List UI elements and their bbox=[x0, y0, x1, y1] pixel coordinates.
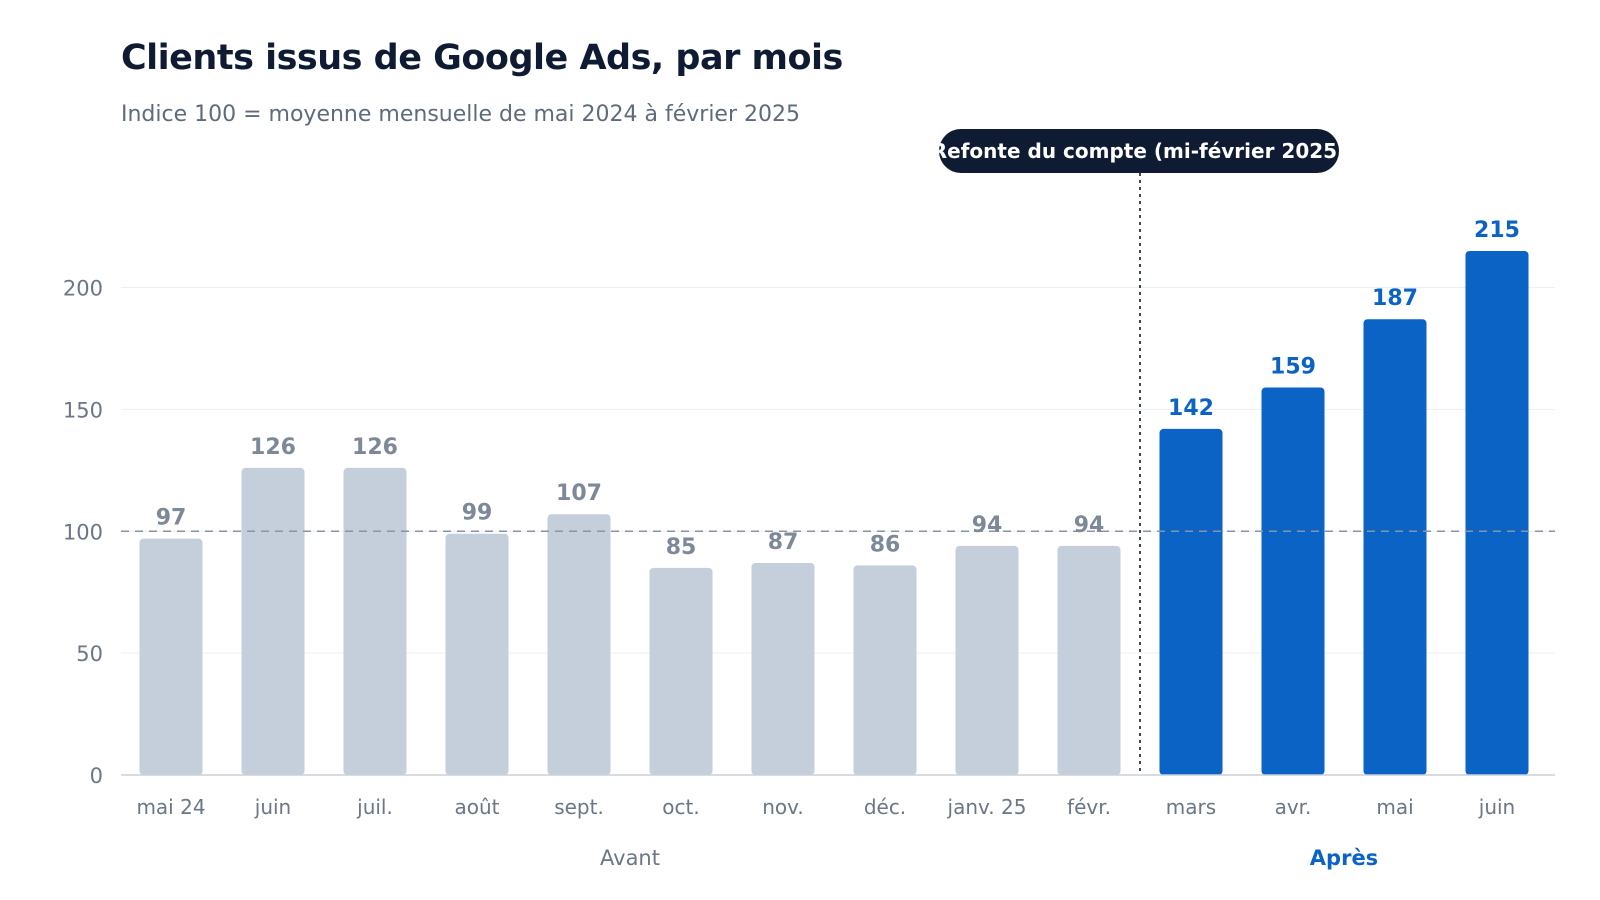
data-label: 126 bbox=[250, 435, 296, 460]
group-label-after: Après bbox=[1310, 846, 1378, 870]
annotation-label: Refonte du compte (mi-février 2025) bbox=[932, 139, 1346, 163]
x-tick-label: mars bbox=[1166, 795, 1216, 819]
annotation-pill bbox=[939, 129, 1339, 173]
data-label: 107 bbox=[556, 481, 602, 506]
x-tick-label: oct. bbox=[662, 795, 699, 819]
bar bbox=[1363, 319, 1427, 775]
y-tick-label: 0 bbox=[90, 764, 103, 788]
data-label: 142 bbox=[1168, 396, 1214, 421]
x-tick-label: juil. bbox=[356, 795, 393, 819]
bar bbox=[1261, 387, 1325, 775]
x-tick-label: janv. 25 bbox=[947, 795, 1027, 819]
data-label: 94 bbox=[1074, 513, 1105, 538]
x-tick-label: nov. bbox=[762, 795, 804, 819]
bar bbox=[751, 562, 815, 775]
data-label: 94 bbox=[972, 513, 1003, 538]
data-label: 99 bbox=[462, 501, 493, 526]
y-tick-label: 50 bbox=[76, 642, 103, 666]
x-tick-label: juin bbox=[254, 795, 291, 819]
y-tick-label: 200 bbox=[63, 277, 103, 301]
y-tick-label: 100 bbox=[63, 520, 103, 544]
data-label: 215 bbox=[1474, 218, 1520, 243]
data-label: 97 bbox=[156, 506, 187, 531]
data-label: 126 bbox=[352, 435, 398, 460]
group-label-before: Avant bbox=[600, 846, 660, 870]
x-tick-label: déc. bbox=[864, 795, 906, 819]
x-tick-label: mai 24 bbox=[136, 795, 205, 819]
bar bbox=[139, 538, 203, 775]
x-tick-label: août bbox=[454, 795, 499, 819]
x-tick-label: févr. bbox=[1067, 795, 1111, 819]
y-tick-label: 150 bbox=[63, 398, 103, 422]
bar bbox=[649, 567, 713, 775]
x-tick-label: mai bbox=[1376, 795, 1413, 819]
x-tick-label: sept. bbox=[554, 795, 604, 819]
chart-subtitle: Indice 100 = moyenne mensuelle de mai 20… bbox=[121, 102, 800, 127]
chart-title: Clients issus de Google Ads, par mois bbox=[121, 38, 843, 78]
bar bbox=[241, 467, 305, 775]
bar bbox=[1057, 545, 1121, 775]
data-label: 86 bbox=[870, 532, 901, 557]
bar bbox=[1465, 251, 1529, 775]
data-label: 159 bbox=[1270, 354, 1316, 379]
bar bbox=[955, 545, 1019, 775]
x-tick-label: avr. bbox=[1275, 795, 1312, 819]
bar bbox=[547, 514, 611, 775]
data-label: 187 bbox=[1372, 286, 1418, 311]
bar bbox=[445, 533, 509, 775]
bar bbox=[1159, 428, 1223, 775]
bar bbox=[343, 467, 407, 775]
x-tick-label: juin bbox=[1478, 795, 1515, 819]
data-label: 85 bbox=[666, 535, 697, 560]
data-label: 87 bbox=[768, 530, 799, 555]
bar bbox=[853, 565, 917, 775]
